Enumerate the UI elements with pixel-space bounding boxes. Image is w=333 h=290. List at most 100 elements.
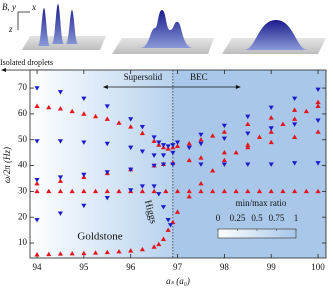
- point: [151, 188, 157, 194]
- y-tick-label: 50: [18, 134, 28, 144]
- point: [268, 105, 274, 111]
- annotation: Goldstone: [77, 231, 122, 243]
- point: [139, 130, 146, 136]
- point: [69, 108, 75, 114]
- point: [160, 205, 167, 210]
- point: [292, 116, 298, 121]
- point: [128, 145, 134, 151]
- point: [116, 188, 122, 194]
- colorbar-tick-label: 0.25: [230, 213, 246, 223]
- point: [160, 153, 167, 158]
- point: [221, 188, 227, 194]
- annotation: BEC: [190, 72, 208, 82]
- x-tick-label: 100: [311, 262, 325, 272]
- x-tick-label: 94: [33, 262, 43, 272]
- point: [186, 193, 192, 199]
- point: [57, 175, 64, 180]
- supersolid-region: [30, 70, 173, 258]
- point: [34, 103, 40, 108]
- point: [104, 141, 110, 147]
- point: [292, 122, 298, 127]
- point: [315, 188, 321, 194]
- point: [57, 188, 64, 194]
- point: [315, 103, 321, 108]
- point: [280, 188, 286, 194]
- inset-isolated: [17, 4, 106, 50]
- point: [165, 227, 171, 232]
- point: [186, 145, 192, 151]
- point: [167, 223, 174, 228]
- point: [104, 196, 110, 201]
- point: [151, 138, 157, 143]
- point: [221, 123, 227, 129]
- point: [292, 161, 298, 166]
- y-tick-label: 40: [18, 160, 28, 170]
- point: [210, 188, 216, 194]
- inset-label: B, y: [2, 2, 16, 12]
- point: [57, 211, 64, 216]
- point: [128, 124, 134, 129]
- point: [303, 188, 309, 194]
- point: [221, 136, 227, 142]
- point: [81, 140, 87, 145]
- point: [46, 104, 52, 110]
- point: [128, 188, 134, 193]
- point: [245, 121, 251, 127]
- point: [315, 118, 321, 123]
- colorbar-label: min/max ratio: [236, 198, 287, 208]
- point: [170, 150, 176, 156]
- point: [160, 236, 167, 241]
- point: [198, 141, 204, 147]
- point: [151, 244, 157, 249]
- point: [245, 188, 251, 194]
- point: [92, 250, 99, 255]
- colorbar-tick-label: 0: [216, 213, 221, 223]
- point: [245, 162, 251, 167]
- point: [104, 188, 110, 194]
- point: [151, 184, 157, 189]
- point: [315, 87, 321, 92]
- point: [198, 188, 204, 194]
- y-tick-label: 70: [18, 82, 28, 92]
- point: [81, 172, 87, 178]
- point: [81, 96, 87, 102]
- point: [116, 248, 122, 254]
- point: [221, 150, 227, 155]
- point: [46, 251, 52, 257]
- point: [69, 188, 75, 194]
- point: [292, 96, 298, 102]
- point: [57, 106, 64, 111]
- point: [92, 188, 99, 194]
- point: [57, 251, 64, 256]
- point: [34, 86, 40, 91]
- point: [156, 192, 162, 197]
- colorbar-tick-label: 0.5: [251, 213, 263, 223]
- point: [198, 137, 204, 142]
- point: [315, 129, 321, 134]
- point: [57, 178, 64, 183]
- point: [280, 121, 286, 127]
- point: [268, 139, 274, 145]
- inset-supersolid: [112, 10, 214, 54]
- point: [156, 241, 162, 247]
- point: [128, 248, 134, 253]
- y-tick-label: 60: [18, 108, 28, 118]
- point: [268, 129, 274, 134]
- point: [174, 188, 181, 194]
- point: [128, 167, 134, 173]
- point: [104, 170, 110, 175]
- point: [160, 162, 167, 167]
- point: [139, 125, 146, 130]
- point: [198, 132, 204, 138]
- point: [256, 188, 263, 194]
- point: [292, 188, 298, 194]
- point: [233, 188, 239, 194]
- point: [151, 163, 157, 169]
- point: [174, 143, 181, 148]
- point: [186, 157, 192, 163]
- point: [198, 181, 204, 186]
- point: [104, 116, 110, 121]
- point: [46, 188, 52, 194]
- inset-label: x: [31, 2, 36, 12]
